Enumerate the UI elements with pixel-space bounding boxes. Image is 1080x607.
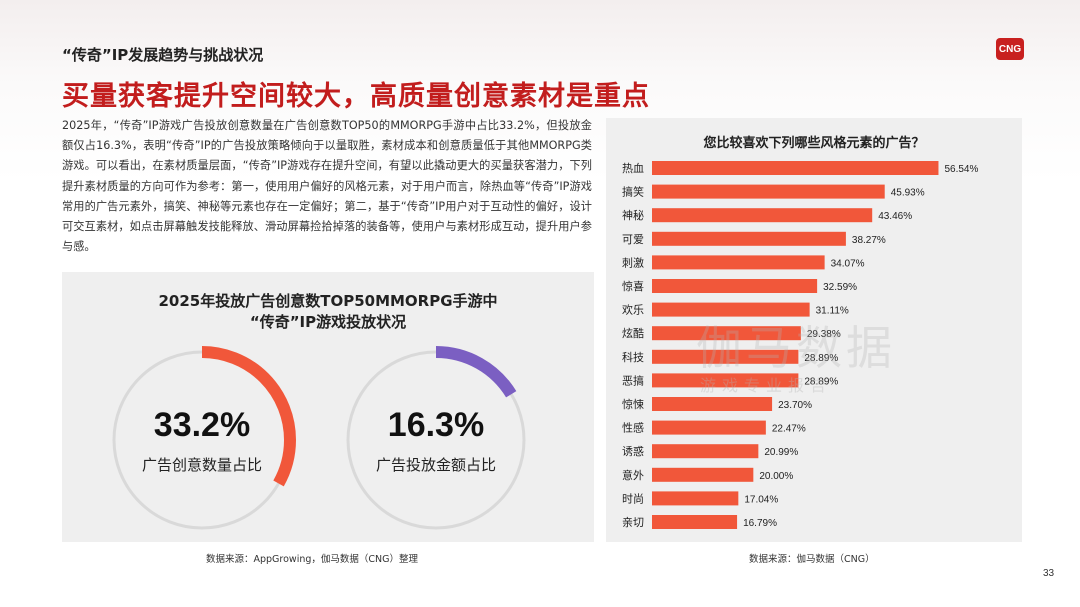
watermark-main: 伽马数据 xyxy=(696,321,896,375)
donut-panel: 2025年投放广告创意数TOP50MMORPG手游中 “传奇”IP游戏投放状况 … xyxy=(62,272,594,542)
bar xyxy=(652,302,810,317)
bar-value-label: 16.79% xyxy=(743,518,777,529)
donut-arc-spend-share xyxy=(342,346,530,534)
bar-value-label: 43.46% xyxy=(878,211,912,222)
bar-category-label: 炫酷 xyxy=(622,326,644,340)
donut-arc-creative-share xyxy=(108,346,296,534)
bar-category-label: 刺激 xyxy=(622,255,644,269)
bar-category-label: 惊悚 xyxy=(622,397,644,411)
bar-panel: 您比较喜欢下列哪些风格元素的广告？ 热血 56.54% 搞笑 45.93% 神秘 43.4… xyxy=(606,118,1022,542)
bar-value-label: 20.00% xyxy=(759,471,793,482)
bar xyxy=(652,397,773,411)
bar xyxy=(652,349,799,364)
bar xyxy=(652,420,766,435)
page-number: 33 xyxy=(1043,568,1055,579)
watermark-sub: 游戏专业报告 xyxy=(700,376,833,395)
section-title: “传奇”IP发展趋势与挑战状况 xyxy=(62,46,264,64)
bar-chart-title: 您比较喜欢下列哪些风格元素的广告？ xyxy=(703,136,925,151)
body-text: 2025年，“传奇”IP游戏广告投放创意数量在广告创意数TOP50的MMORPG… xyxy=(62,119,592,254)
bar-value-label: 29.38% xyxy=(807,329,841,340)
bar xyxy=(652,491,739,506)
bar-value-label: 45.93% xyxy=(891,188,925,199)
bar-category-label: 惊喜 xyxy=(622,279,644,293)
bar xyxy=(652,373,799,388)
bar-value-label: 34.07% xyxy=(831,258,865,269)
bar-category-label: 亲切 xyxy=(622,515,644,529)
donut-chart-spend-share: 16.3% 广告投放金额占比 xyxy=(340,344,532,536)
donut-label-spend-share: 广告投放金额占比 xyxy=(375,456,496,474)
donut-value-spend-share: 16.3% xyxy=(387,406,485,444)
headline: 买量获客提升空间较大，高质量创意素材是重点 xyxy=(62,81,650,112)
bar xyxy=(652,231,846,246)
donut-chart-creative-share: 33.2% 广告创意数量占比 xyxy=(106,344,298,536)
donut-data-source: 数据来源：AppGrowing，伽马数据（CNG）整理 xyxy=(206,554,418,565)
bar-category-label: 神秘 xyxy=(622,208,644,222)
bar-value-label: 32.59% xyxy=(823,282,857,293)
bar-value-label: 56.54% xyxy=(944,164,978,175)
bar-value-label: 31.11% xyxy=(816,306,849,317)
bar-value-label: 23.70% xyxy=(778,400,812,411)
bar-category-label: 诱惑 xyxy=(622,444,644,458)
bar xyxy=(652,161,939,175)
bar-category-label: 意外 xyxy=(622,468,644,482)
bar-category-label: 性感 xyxy=(622,421,644,435)
bar-category-label: 欢乐 xyxy=(622,303,644,317)
bar-value-label: 20.99% xyxy=(764,447,798,458)
donut-label-creative-share: 广告创意数量占比 xyxy=(141,456,262,474)
donut-panel-title-line1: 2025年投放广告创意数TOP50MMORPG手游中 xyxy=(158,292,498,310)
bar-category-label: 搞笑 xyxy=(622,185,644,199)
bar-category-label: 可爱 xyxy=(622,233,644,246)
bar xyxy=(652,467,754,482)
donut-panel-title-line2: “传奇”IP游戏投放状况 xyxy=(249,313,407,331)
bar-data-source: 数据来源：伽马数据（CNG） xyxy=(749,554,875,565)
bar xyxy=(652,279,818,293)
bar xyxy=(652,444,759,459)
donut-value-creative-share: 33.2% xyxy=(153,406,251,444)
bar-value-label: 28.89% xyxy=(804,376,838,387)
bar-category-label: 恶搞 xyxy=(622,373,644,387)
bar-chart: 热血 56.54% 搞笑 45.93% 神秘 43.46% 可爱 38.27% 刺激 34.07%… xyxy=(622,161,978,529)
bar-value-label: 22.47% xyxy=(772,424,806,435)
bar-category-label: 科技 xyxy=(622,350,644,364)
bar xyxy=(652,515,738,529)
bar-category-label: 时尚 xyxy=(622,491,644,505)
cng-logo: CNG xyxy=(996,38,1024,60)
bar xyxy=(652,208,873,223)
bar-value-label: 17.04% xyxy=(744,494,778,505)
bar-value-label: 38.27% xyxy=(852,235,886,246)
bar-value-label: 28.89% xyxy=(804,353,838,364)
bar xyxy=(652,255,825,270)
bar xyxy=(652,326,801,341)
bar-category-label: 热血 xyxy=(622,161,644,175)
bar xyxy=(652,184,885,199)
